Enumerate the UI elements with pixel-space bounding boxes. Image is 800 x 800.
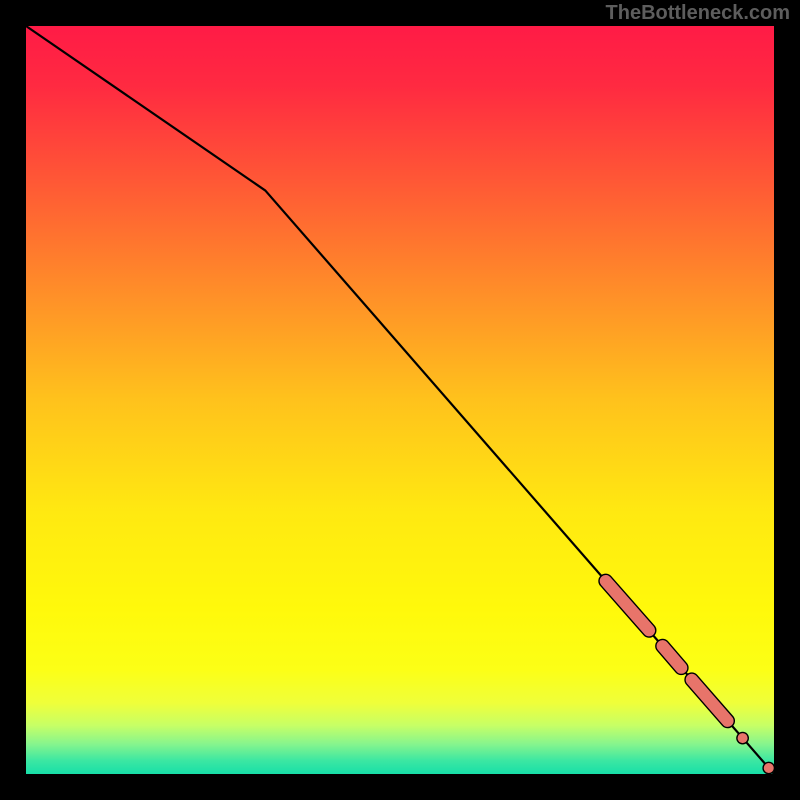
marker-dot <box>738 733 748 743</box>
chart-container: TheBottleneck.com <box>0 0 800 800</box>
chart-svg <box>0 0 800 800</box>
plot-background <box>26 26 774 774</box>
marker-dot <box>764 763 774 773</box>
attribution-text: TheBottleneck.com <box>606 2 790 25</box>
